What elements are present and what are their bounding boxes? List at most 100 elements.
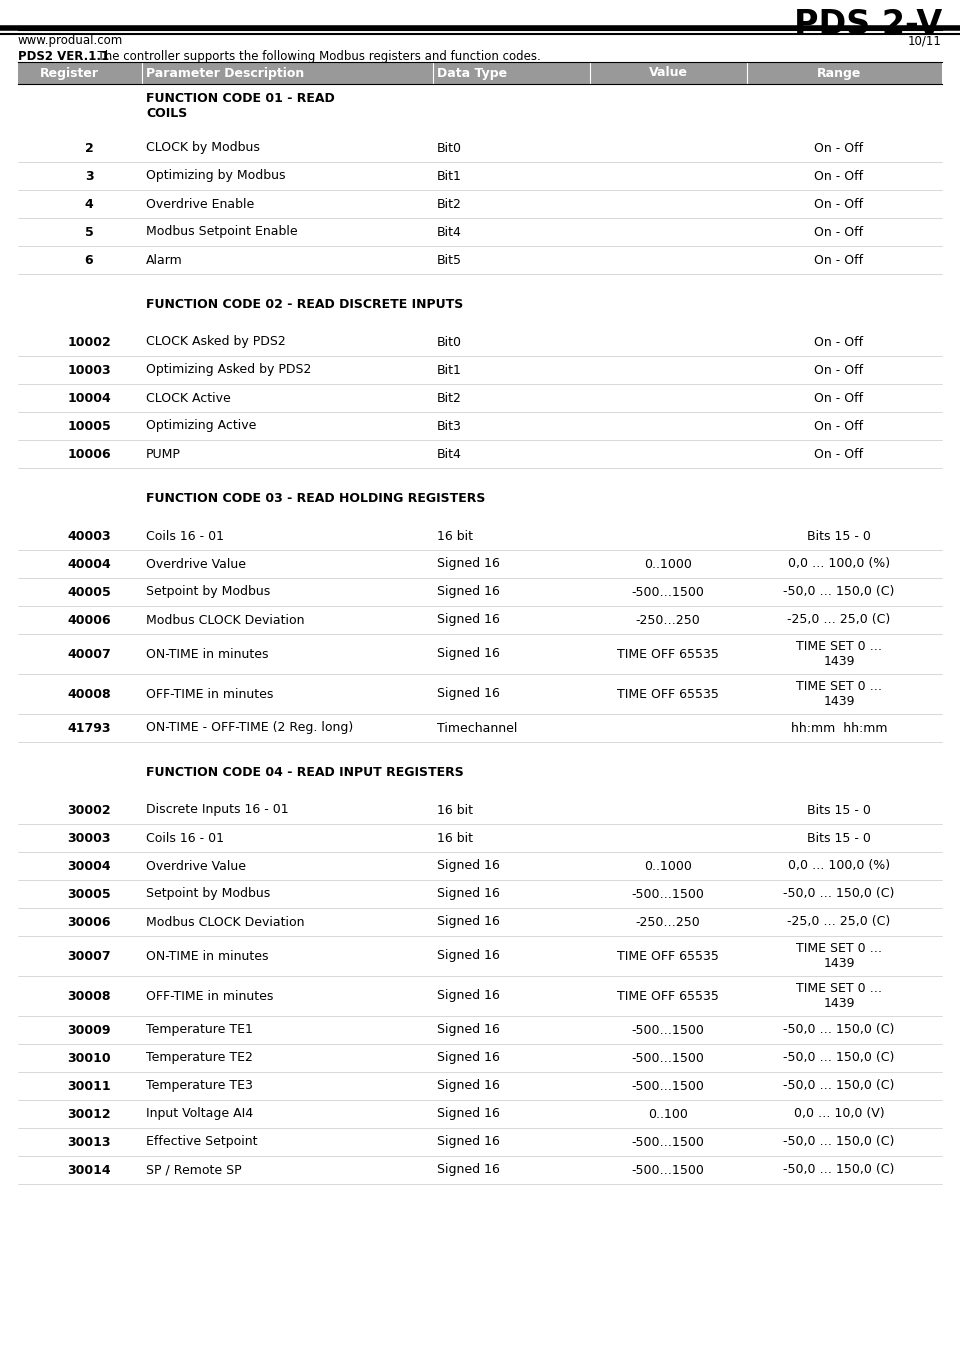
Text: Signed 16: Signed 16: [437, 557, 500, 571]
Text: 30005: 30005: [67, 887, 110, 901]
Text: 10002: 10002: [67, 335, 110, 349]
Text: On - Off: On - Off: [814, 197, 864, 211]
Text: 30007: 30007: [67, 950, 110, 962]
Text: TIME SET 0 …
1439: TIME SET 0 … 1439: [796, 982, 882, 1010]
Text: -25,0 … 25,0 (C): -25,0 … 25,0 (C): [787, 613, 891, 627]
Text: Parameter Description: Parameter Description: [146, 67, 304, 79]
Text: CLOCK by Modbus: CLOCK by Modbus: [146, 141, 260, 155]
Text: 6: 6: [84, 253, 93, 267]
Text: 10/11: 10/11: [908, 34, 942, 47]
Text: On - Off: On - Off: [814, 448, 864, 460]
Text: 5: 5: [84, 226, 93, 238]
Text: ON-TIME in minutes: ON-TIME in minutes: [146, 648, 269, 660]
Text: 30002: 30002: [67, 804, 110, 816]
Text: Register: Register: [40, 67, 99, 79]
Text: Modbus CLOCK Deviation: Modbus CLOCK Deviation: [146, 916, 304, 928]
Text: -500…1500: -500…1500: [632, 1135, 705, 1149]
Text: FUNCTION CODE 02 - READ DISCRETE INPUTS: FUNCTION CODE 02 - READ DISCRETE INPUTS: [146, 298, 464, 311]
Text: Modbus CLOCK Deviation: Modbus CLOCK Deviation: [146, 613, 304, 627]
Text: Overdrive Value: Overdrive Value: [146, 557, 246, 571]
Text: On - Off: On - Off: [814, 141, 864, 155]
Text: 30012: 30012: [67, 1108, 110, 1120]
Text: -500…1500: -500…1500: [632, 1164, 705, 1176]
Text: 41793: 41793: [67, 721, 110, 735]
Text: -50,0 … 150,0 (C): -50,0 … 150,0 (C): [783, 1051, 895, 1065]
Text: TIME OFF 65535: TIME OFF 65535: [617, 950, 719, 962]
Text: -50,0 … 150,0 (C): -50,0 … 150,0 (C): [783, 1080, 895, 1092]
Text: Optimizing Active: Optimizing Active: [146, 419, 256, 433]
Text: PDS 2-V: PDS 2-V: [794, 8, 942, 41]
Text: Timechannel: Timechannel: [437, 721, 517, 735]
Text: Coils 16 - 01: Coils 16 - 01: [146, 831, 224, 845]
Text: Optimizing Asked by PDS2: Optimizing Asked by PDS2: [146, 364, 311, 376]
Text: -25,0 … 25,0 (C): -25,0 … 25,0 (C): [787, 916, 891, 928]
Text: Signed 16: Signed 16: [437, 860, 500, 872]
Text: OFF-TIME in minutes: OFF-TIME in minutes: [146, 687, 274, 701]
Text: -500…1500: -500…1500: [632, 1024, 705, 1036]
Text: Signed 16: Signed 16: [437, 916, 500, 928]
Text: Signed 16: Signed 16: [437, 950, 500, 962]
Text: 16 bit: 16 bit: [437, 831, 473, 845]
Text: Signed 16: Signed 16: [437, 1051, 500, 1065]
Text: 10006: 10006: [67, 448, 110, 460]
Text: 40007: 40007: [67, 648, 110, 660]
Text: 30003: 30003: [67, 831, 110, 845]
Text: Bit2: Bit2: [437, 392, 462, 404]
Text: 30008: 30008: [67, 990, 110, 1002]
Text: TIME SET 0 …
1439: TIME SET 0 … 1439: [796, 639, 882, 668]
Text: -50,0 … 150,0 (C): -50,0 … 150,0 (C): [783, 887, 895, 901]
Text: Overdrive Value: Overdrive Value: [146, 860, 246, 872]
Text: 10003: 10003: [67, 364, 110, 376]
Text: Signed 16: Signed 16: [437, 586, 500, 598]
Text: -250…250: -250…250: [636, 613, 701, 627]
Text: Optimizing by Modbus: Optimizing by Modbus: [146, 170, 285, 182]
Text: CLOCK Active: CLOCK Active: [146, 392, 230, 404]
Text: 0..1000: 0..1000: [644, 557, 692, 571]
Text: 0,0 … 100,0 (%): 0,0 … 100,0 (%): [788, 860, 890, 872]
Text: Coils 16 - 01: Coils 16 - 01: [146, 530, 224, 542]
Text: ON-TIME - OFF-TIME (2 Reg. long): ON-TIME - OFF-TIME (2 Reg. long): [146, 721, 353, 735]
Text: Value: Value: [649, 67, 687, 79]
Bar: [18, 62, 942, 84]
Text: -500…1500: -500…1500: [632, 586, 705, 598]
Text: Signed 16: Signed 16: [437, 1135, 500, 1149]
Text: On - Off: On - Off: [814, 226, 864, 238]
Text: Signed 16: Signed 16: [437, 648, 500, 660]
Text: -50,0 … 150,0 (C): -50,0 … 150,0 (C): [783, 1164, 895, 1176]
Text: Setpoint by Modbus: Setpoint by Modbus: [146, 586, 271, 598]
Text: www.produal.com: www.produal.com: [18, 34, 123, 47]
Text: Alarm: Alarm: [146, 253, 182, 267]
Text: 4: 4: [84, 197, 93, 211]
Text: Signed 16: Signed 16: [437, 990, 500, 1002]
Text: -50,0 … 150,0 (C): -50,0 … 150,0 (C): [783, 1135, 895, 1149]
Text: -250…250: -250…250: [636, 916, 701, 928]
Text: Bit2: Bit2: [437, 197, 462, 211]
Text: The controller supports the following Modbus registers and function codes.: The controller supports the following Mo…: [90, 51, 540, 63]
Text: -500…1500: -500…1500: [632, 1080, 705, 1092]
Text: Signed 16: Signed 16: [437, 887, 500, 901]
Text: Temperature TE3: Temperature TE3: [146, 1080, 252, 1092]
Text: Modbus Setpoint Enable: Modbus Setpoint Enable: [146, 226, 298, 238]
Text: TIME SET 0 …
1439: TIME SET 0 … 1439: [796, 680, 882, 708]
Text: Bits 15 - 0: Bits 15 - 0: [807, 530, 871, 542]
Text: 30014: 30014: [67, 1164, 110, 1176]
Text: 30011: 30011: [67, 1080, 110, 1092]
Text: PUMP: PUMP: [146, 448, 180, 460]
Text: TIME SET 0 …
1439: TIME SET 0 … 1439: [796, 942, 882, 971]
Text: Input Voltage AI4: Input Voltage AI4: [146, 1108, 253, 1120]
Text: Bit0: Bit0: [437, 141, 462, 155]
Text: Bit4: Bit4: [437, 226, 462, 238]
Text: 30010: 30010: [67, 1051, 110, 1065]
Text: 3: 3: [84, 170, 93, 182]
Text: Bits 15 - 0: Bits 15 - 0: [807, 804, 871, 816]
Text: On - Off: On - Off: [814, 253, 864, 267]
Text: Bit1: Bit1: [437, 170, 462, 182]
Text: 30009: 30009: [67, 1024, 110, 1036]
Text: On - Off: On - Off: [814, 170, 864, 182]
Text: FUNCTION CODE 01 - READ
COILS: FUNCTION CODE 01 - READ COILS: [146, 92, 335, 120]
Text: PDS2 VER.1.1: PDS2 VER.1.1: [18, 51, 109, 63]
Text: ON-TIME in minutes: ON-TIME in minutes: [146, 950, 269, 962]
Text: On - Off: On - Off: [814, 392, 864, 404]
Text: 40003: 40003: [67, 530, 110, 542]
Text: On - Off: On - Off: [814, 419, 864, 433]
